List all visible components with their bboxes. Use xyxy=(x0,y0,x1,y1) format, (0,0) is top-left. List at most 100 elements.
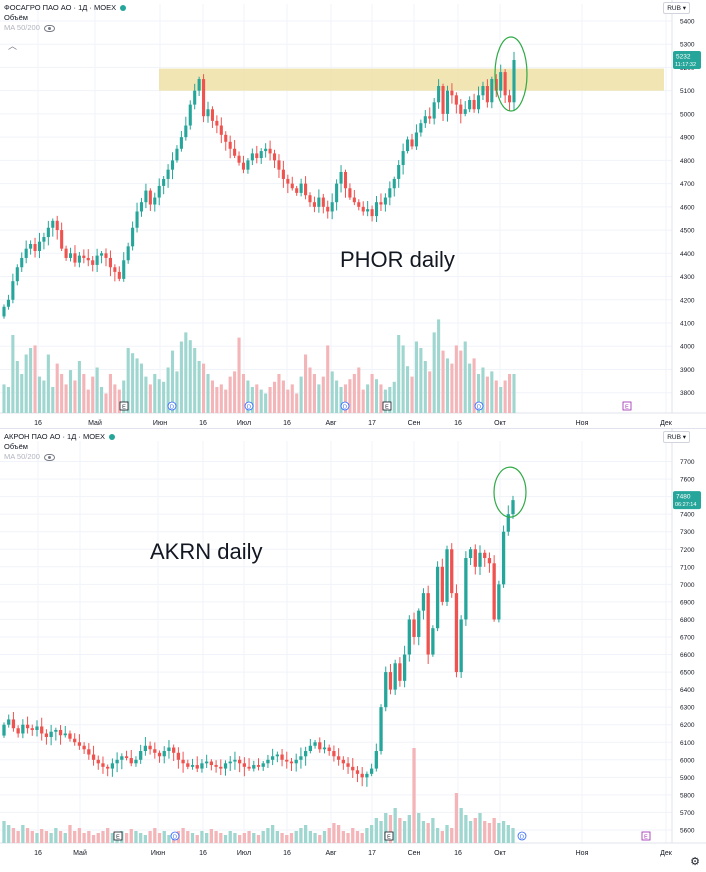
candle-body xyxy=(175,148,179,161)
phor-chart-panel: 16 Май Июн 16 Июл 16 Авг 17 Сен 16 Окт Ноя Дек 5400 53… xyxy=(0,0,706,428)
volume-bar xyxy=(101,831,105,843)
akrn-annotation-label: AKRN daily xyxy=(150,539,263,564)
eye-icon[interactable] xyxy=(43,453,55,461)
candle-body xyxy=(264,148,268,152)
dividend-marker: D xyxy=(170,831,180,841)
y-tick-label: 7000 xyxy=(680,582,695,589)
candle-body xyxy=(459,619,463,673)
candle-body xyxy=(120,756,124,760)
candle-body xyxy=(110,763,115,769)
volume-bar xyxy=(20,374,24,413)
candle-body xyxy=(20,257,24,268)
candle-body xyxy=(366,209,370,212)
candle-body xyxy=(252,765,256,769)
candle-body xyxy=(406,139,410,152)
volume-bar xyxy=(317,384,321,413)
volume-bar xyxy=(299,376,303,413)
volume-bar xyxy=(318,835,322,843)
volume-bar xyxy=(167,835,171,843)
volume-bar xyxy=(148,831,152,843)
volume-bar xyxy=(186,831,190,843)
marker-text: E xyxy=(644,835,648,841)
candle-body xyxy=(454,593,459,673)
candle-body xyxy=(351,766,355,771)
volume-bar xyxy=(304,354,308,413)
volume-bar xyxy=(228,376,232,413)
candle-body xyxy=(33,244,37,251)
candle-body xyxy=(197,79,201,91)
volume-bar xyxy=(423,361,427,413)
marker-frame xyxy=(384,831,394,841)
volume-bar xyxy=(37,376,42,413)
candle-body xyxy=(398,663,402,681)
candle-body xyxy=(144,190,148,203)
candle-body xyxy=(388,672,393,690)
volume-bar xyxy=(346,833,350,843)
y-tick-label: 4700 xyxy=(680,181,695,188)
akrn-ma-label[interactable]: MA 50/200 xyxy=(4,452,40,461)
candle-body xyxy=(379,202,383,205)
candle-body xyxy=(275,754,280,757)
x-tick-label: Сен xyxy=(408,850,421,857)
volume-bar xyxy=(492,818,496,843)
candle-body xyxy=(219,766,223,769)
volume-bar xyxy=(143,835,148,843)
volume-bar xyxy=(49,833,53,843)
volume-bar xyxy=(312,374,316,413)
volume-bar xyxy=(485,376,489,413)
candle-body xyxy=(135,211,139,228)
volume-bar xyxy=(286,389,290,413)
volume-bar xyxy=(242,833,247,843)
candle-body xyxy=(143,745,148,752)
candle-body xyxy=(215,120,219,126)
candle-body xyxy=(2,306,6,317)
last-price-countdown: 11:17:32 xyxy=(675,62,696,68)
volume-bar xyxy=(290,384,294,413)
volume-bar xyxy=(355,831,360,843)
volume-bar xyxy=(487,823,492,843)
volume-bar xyxy=(490,371,494,413)
candle-body xyxy=(131,227,135,247)
volume-bar xyxy=(268,387,272,413)
phor-annotation-label: PHOR daily xyxy=(340,247,455,272)
candle-body xyxy=(419,123,423,133)
candle-body xyxy=(272,153,277,161)
volume-bar xyxy=(360,833,364,843)
volume-bar xyxy=(16,831,20,843)
marker-text: E xyxy=(385,405,389,411)
candle-body xyxy=(91,754,96,760)
y-tick-label: 4900 xyxy=(680,135,695,142)
phor-currency-select[interactable]: RUB ▾ xyxy=(663,2,690,14)
candle-body xyxy=(51,220,55,228)
volume-bar xyxy=(104,393,108,413)
candle-body xyxy=(330,202,334,212)
candle-body xyxy=(374,202,379,217)
candle-body xyxy=(370,209,374,217)
akrn-currency-select[interactable]: RUB ▾ xyxy=(663,431,690,443)
volume-bar xyxy=(261,831,265,843)
candle-body xyxy=(503,72,507,96)
candle-body xyxy=(332,751,336,757)
marker-frame xyxy=(622,401,632,411)
settings-gear-icon[interactable]: ⚙ xyxy=(690,856,700,868)
marker-text: D xyxy=(173,835,177,841)
volume-bar xyxy=(445,358,450,413)
volume-bar xyxy=(82,833,86,843)
candle-body xyxy=(397,165,401,179)
phor-ma-label[interactable]: MA 50/200 xyxy=(4,23,40,32)
candle-body xyxy=(6,299,10,307)
marker-frame xyxy=(641,831,651,841)
volume-bar xyxy=(508,374,512,413)
candle-body xyxy=(286,178,290,184)
volume-bar xyxy=(339,387,343,413)
candle-body xyxy=(214,765,218,767)
eye-icon[interactable] xyxy=(43,24,55,32)
x-tick-label: 16 xyxy=(34,420,42,427)
volume-bar xyxy=(303,825,308,843)
candle-body xyxy=(308,745,312,752)
collapse-chevron-icon[interactable]: ︿ xyxy=(8,41,18,51)
phor-volume-label: Объём xyxy=(4,13,28,22)
dividend-marker: D xyxy=(167,401,177,411)
marker-text: D xyxy=(170,405,174,411)
volume-bar xyxy=(406,366,410,413)
